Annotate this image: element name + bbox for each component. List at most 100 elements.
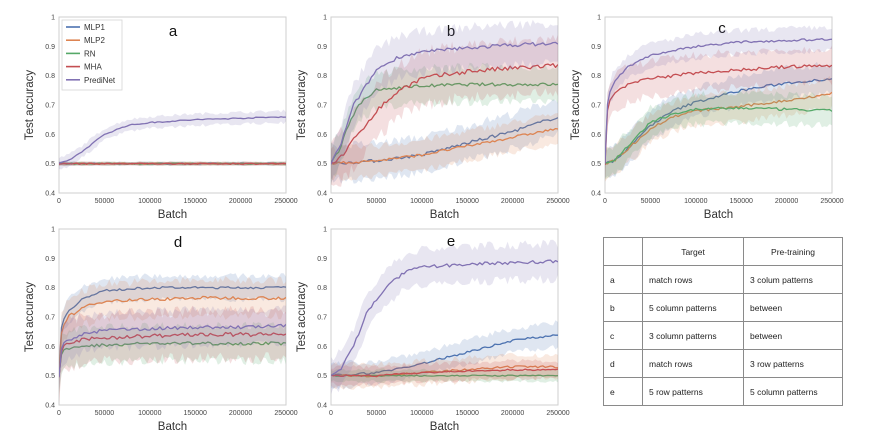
table-row: c 3 column patterns between <box>603 321 843 350</box>
row-target: 5 row patterns <box>642 377 744 406</box>
header-pretraining: Pre-training <box>743 237 843 266</box>
row-key: d <box>603 349 643 378</box>
y-tick-label: 0.8 <box>45 73 55 80</box>
y-tick-label: 0.7 <box>45 315 55 322</box>
x-tick-label: 200000 <box>775 198 798 205</box>
y-tick-label: 0.5 <box>317 161 327 168</box>
series-group <box>331 239 558 395</box>
y-tick-label: 0.9 <box>45 44 55 51</box>
series-line-MHA <box>605 64 832 166</box>
x-tick-label: 150000 <box>184 198 207 205</box>
chart-panel-b: 0.4 0.5 0.6 0.7 0.8 0.9 1 0 50000 100000 150000 200… <box>296 15 570 222</box>
chart-panel-d: 0.4 0.5 0.6 0.7 0.8 0.9 1 0 50000 100000 150000 200… <box>24 227 298 434</box>
row-key: b <box>603 293 643 322</box>
y-axis-label: Test accuracy <box>296 70 308 141</box>
x-tick-label: 0 <box>329 410 333 417</box>
legend-box <box>61 19 123 91</box>
y-axis-label: Test accuracy <box>570 70 582 141</box>
y-tick-label: 1 <box>51 227 55 234</box>
series-band-MLP2 <box>59 276 286 393</box>
row-pretraining: between <box>743 321 843 350</box>
row-pretraining: 3 colum patterns <box>743 265 843 294</box>
x-axis-label: Batch <box>430 421 459 433</box>
x-tick-label: 100000 <box>138 410 161 417</box>
y-tick-label: 0.5 <box>45 373 55 380</box>
series-band-MLP1 <box>605 61 832 179</box>
series-line-MLP2 <box>605 91 832 165</box>
table-header-row: Target Pre-training <box>603 237 843 266</box>
y-axis-label: Test accuracy <box>24 70 36 141</box>
x-tick-label: 100000 <box>410 410 433 417</box>
series-band-MHA <box>59 305 286 405</box>
x-tick-label: 50000 <box>641 198 661 205</box>
series-line-MLP2 <box>331 127 558 165</box>
table-row: d match rows 3 row patterns <box>603 349 843 378</box>
panel-label: d <box>174 234 182 251</box>
x-tick-label: 150000 <box>456 198 479 205</box>
y-tick-label: 0.7 <box>317 103 327 110</box>
experiment-table: Target Pre-training a match rows 3 colum… <box>603 237 843 406</box>
x-tick-label: 250000 <box>546 198 569 205</box>
x-tick-label: 0 <box>329 198 333 205</box>
x-axis-label: Batch <box>158 421 187 433</box>
legend-label: MLP1 <box>84 23 105 32</box>
series-line-PrediNet <box>331 41 558 165</box>
series-group <box>331 19 558 187</box>
series-band-PrediNet <box>59 109 286 170</box>
x-tick-label: 150000 <box>184 410 207 417</box>
series-line-MLP1 <box>59 285 286 375</box>
series-band-MLP2 <box>331 113 558 181</box>
x-tick-label: 150000 <box>730 198 753 205</box>
y-tick-label: 0.8 <box>317 285 327 292</box>
header-key <box>603 237 643 266</box>
series-line-RN <box>331 82 558 163</box>
x-tick-label: 250000 <box>820 198 843 205</box>
x-tick-label: 100000 <box>138 198 161 205</box>
legend: MLP1 MLP2 RN MHA PrediNet <box>61 19 123 91</box>
x-tick-label: 250000 <box>546 410 569 417</box>
y-tick-label: 0.5 <box>591 161 601 168</box>
x-axis-label: Batch <box>430 209 459 221</box>
x-tick-label: 50000 <box>95 410 115 417</box>
row-pretraining: 5 column patterns <box>743 377 843 406</box>
y-tick-label: 1 <box>51 15 55 22</box>
y-tick-label: 0.4 <box>45 191 55 198</box>
y-tick-label: 0.6 <box>591 132 601 139</box>
x-tick-label: 200000 <box>229 410 252 417</box>
series-line-RN <box>59 341 286 377</box>
y-tick-label: 0.5 <box>45 161 55 168</box>
series-band-RN <box>331 62 558 185</box>
x-tick-label: 100000 <box>684 198 707 205</box>
table-row: a match rows 3 colum patterns <box>603 265 843 294</box>
series-line-MLP2 <box>59 295 286 378</box>
y-tick-label: 0.7 <box>591 103 601 110</box>
series-group <box>59 273 286 405</box>
series-line-PrediNet <box>331 259 558 377</box>
panel-label: c <box>718 20 726 37</box>
header-target: Target <box>642 237 744 266</box>
y-tick-label: 0.6 <box>317 132 327 139</box>
y-tick-label: 0.4 <box>45 403 55 410</box>
series-line-MHA <box>59 331 286 378</box>
x-tick-label: 250000 <box>274 198 297 205</box>
x-axis-label: Batch <box>158 209 187 221</box>
series-line-MLP1 <box>605 78 832 165</box>
x-tick-label: 150000 <box>456 410 479 417</box>
y-tick-label: 0.4 <box>317 191 327 198</box>
series-band-PrediNet <box>331 19 558 184</box>
x-tick-label: 100000 <box>410 198 433 205</box>
x-tick-label: 50000 <box>367 198 387 205</box>
x-tick-label: 200000 <box>501 410 524 417</box>
table-row: b 5 column patterns between <box>603 293 843 322</box>
series-band-MHA <box>605 45 832 183</box>
x-tick-label: 0 <box>603 198 607 205</box>
series-band-PrediNet <box>605 25 832 178</box>
x-tick-label: 0 <box>57 198 61 205</box>
y-tick-label: 0.8 <box>317 73 327 80</box>
y-tick-label: 0.9 <box>317 44 327 51</box>
plot-frame <box>604 16 833 194</box>
y-axis-label: Test accuracy <box>24 282 36 353</box>
y-tick-label: 0.9 <box>591 44 601 51</box>
y-tick-label: 0.6 <box>45 132 55 139</box>
